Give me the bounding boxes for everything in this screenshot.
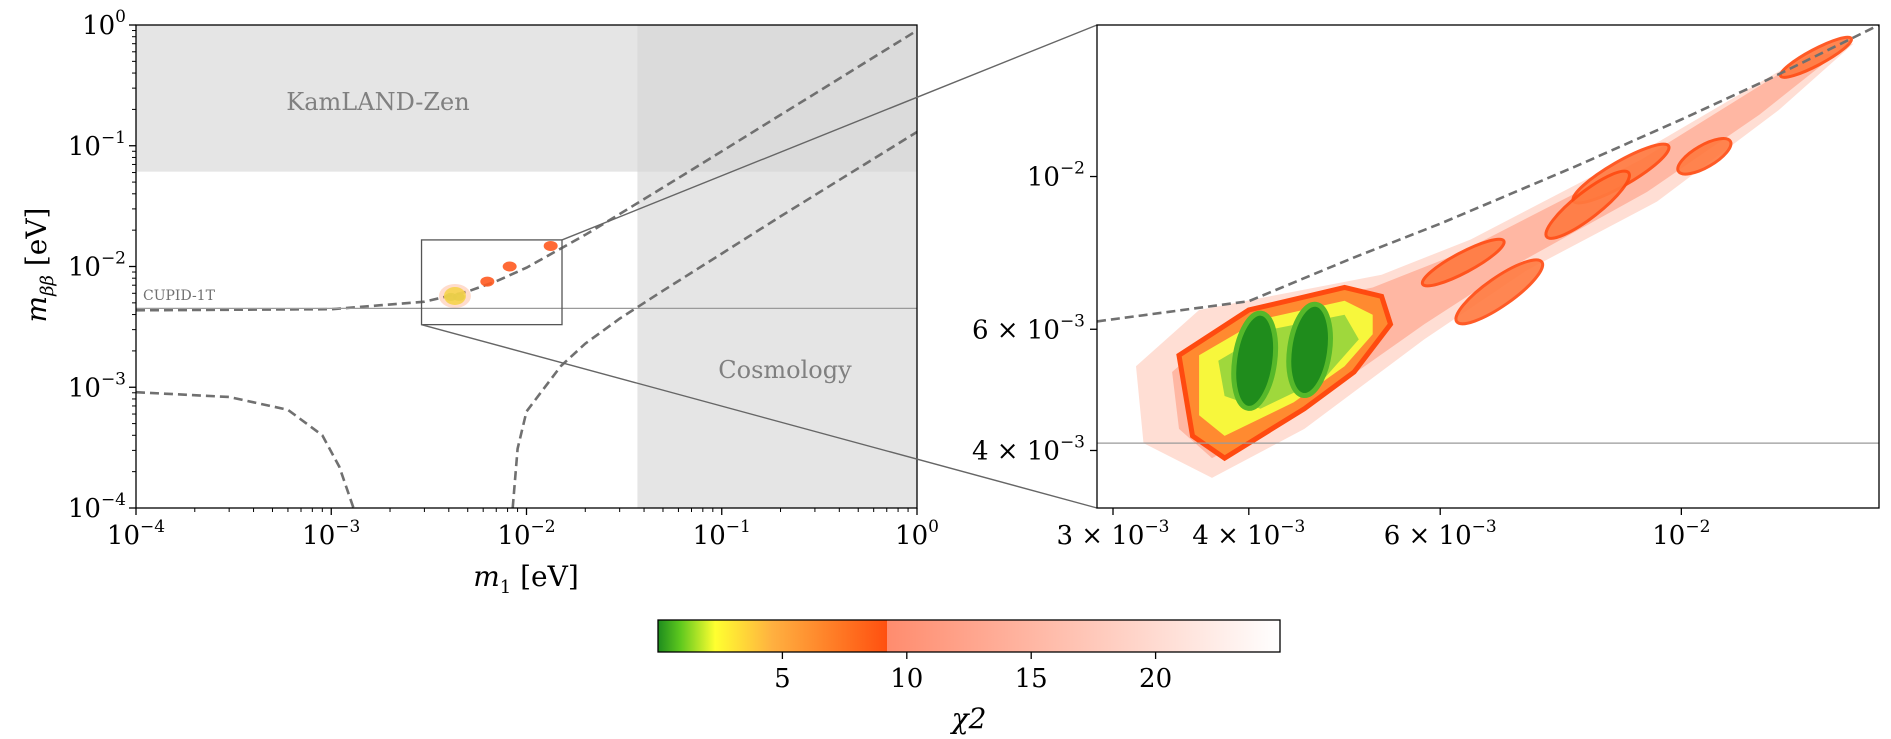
orange-branch-0 bbox=[1420, 237, 1506, 288]
zoom-ticks: 3 × 10−3 4 × 10−3 6 × 10−3 10−2 4 × 10−3 6 × … bbox=[972, 159, 1710, 551]
orange-branch-4 bbox=[1676, 137, 1733, 176]
main-x-tick-label: 10−4 bbox=[107, 517, 165, 551]
orange-branch-1 bbox=[1454, 258, 1545, 326]
main-y-tick-label: 100 bbox=[82, 7, 126, 41]
colorbar-ticks: 5 10 15 20 bbox=[774, 652, 1172, 694]
main-ticks: 10−4 10−3 10−2 10−1 100 10−4 10−3 10−2 10−1 100 bbox=[68, 7, 939, 551]
connector-top bbox=[561, 24, 1098, 241]
zoom-density-map bbox=[1136, 35, 1854, 478]
kamland-label: KamLAND-Zen bbox=[286, 88, 469, 116]
colorbar-label: χ2 bbox=[950, 702, 987, 735]
main-density-point-2 bbox=[443, 286, 466, 305]
excluded-regions bbox=[136, 25, 917, 508]
cupid-label: CUPID-1T bbox=[143, 288, 216, 304]
bound-curve-1 bbox=[136, 390, 355, 508]
colorbar-gradient bbox=[657, 619, 1281, 653]
zoom-bound-curve bbox=[1097, 25, 1879, 323]
zoom-panel: 3 × 10−3 4 × 10−3 6 × 10−3 10−2 4 × 10−3 6 × … bbox=[972, 24, 1880, 551]
main-x-label: m1 [eV] bbox=[473, 560, 579, 598]
main-panel: 10−4 10−3 10−2 10−1 100 10−4 10−3 10−2 10−1 100 K… bbox=[20, 7, 939, 598]
zoom-connectors bbox=[421, 24, 1098, 509]
zoom-x-tick-label: 3 × 10−3 bbox=[1056, 517, 1169, 551]
main-y-tick-label: 10−1 bbox=[68, 128, 126, 162]
zoom-plot-frame bbox=[1096, 24, 1880, 509]
zoom-x-tick-label: 6 × 10−3 bbox=[1384, 517, 1497, 551]
orange-branch-3 bbox=[1544, 169, 1631, 240]
green-core-0 bbox=[1231, 310, 1279, 411]
main-x-tick-label: 10−1 bbox=[693, 517, 751, 551]
main-y-tick-label: 10−4 bbox=[68, 490, 126, 524]
zoom-y-tick-label: 4 × 10−3 bbox=[972, 432, 1085, 466]
main-density-point-3 bbox=[480, 276, 495, 287]
main-density-blob bbox=[438, 240, 558, 308]
main-x-tick-label: 10−3 bbox=[302, 517, 360, 551]
main-density-halo bbox=[438, 283, 471, 308]
colorbar-tick-label: 20 bbox=[1139, 664, 1172, 694]
green-core-1 bbox=[1286, 301, 1333, 399]
zoom-x-tick-label: 4 × 10−3 bbox=[1192, 517, 1305, 551]
main-x-tick-label: 10−2 bbox=[497, 517, 555, 551]
main-y-tick-label: 10−3 bbox=[68, 369, 126, 403]
zoom-x-tick-label: 10−2 bbox=[1652, 517, 1710, 551]
colorbar-tick-label: 10 bbox=[890, 664, 923, 694]
bound-curve-2 bbox=[511, 130, 917, 508]
zoom-bound-line bbox=[1097, 25, 1879, 323]
colorbar: 5 10 15 20 χ2 bbox=[657, 619, 1281, 735]
colorbar-tick-label: 15 bbox=[1015, 664, 1048, 694]
excluded-region-1 bbox=[637, 25, 917, 508]
main-density-point-4 bbox=[502, 261, 517, 272]
zoom-y-tick-label: 6 × 10−3 bbox=[972, 311, 1085, 345]
main-y-label: mββ [eV] bbox=[20, 208, 58, 323]
cosmology-label: Cosmology bbox=[718, 356, 852, 384]
zoom-box bbox=[420, 239, 563, 326]
main-x-tick-label: 100 bbox=[895, 517, 939, 551]
connector-bottom bbox=[421, 323, 1098, 509]
colorbar-tick-label: 5 bbox=[774, 664, 791, 694]
main-y-tick-label: 10−2 bbox=[68, 249, 126, 283]
main-density-point-5 bbox=[543, 240, 558, 251]
zoom-y-tick-label: 10−2 bbox=[1027, 159, 1085, 193]
